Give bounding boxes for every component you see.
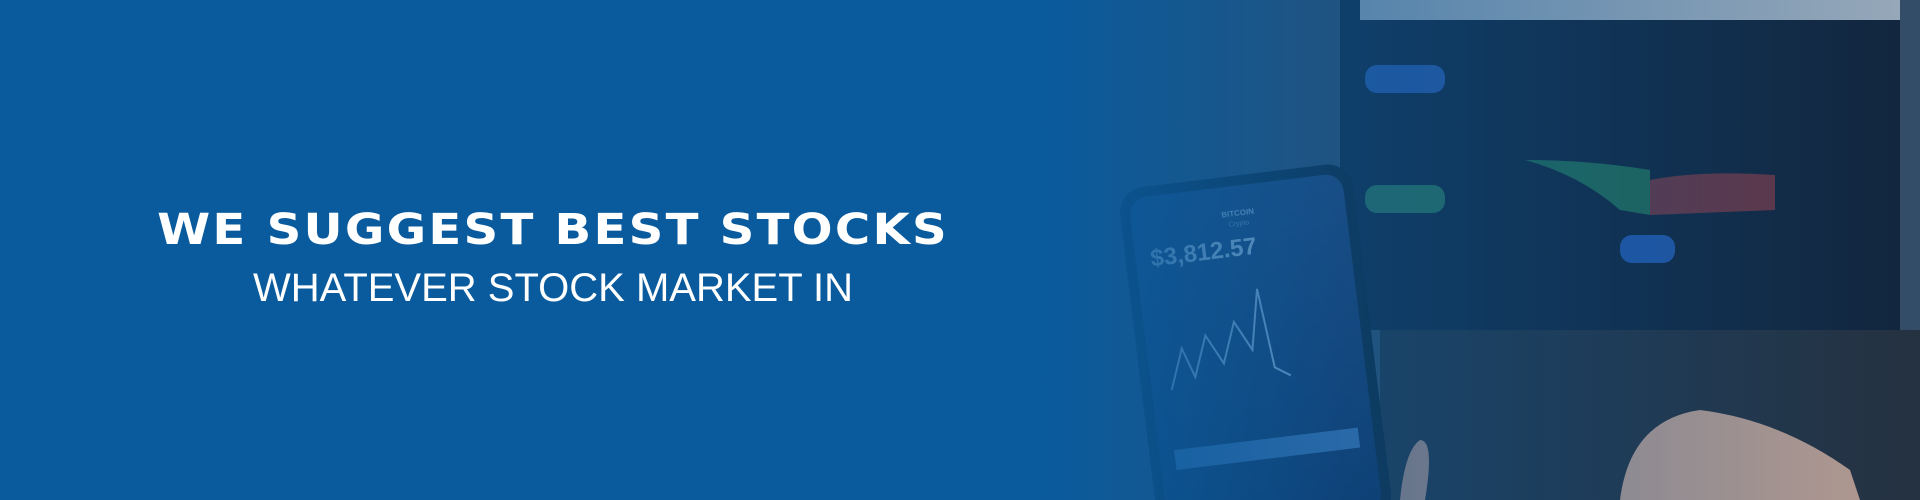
subheadline: WHATEVER STOCK MARKET IN — [252, 266, 854, 310]
headline: WE SUGGEST BEST STOCKS — [157, 205, 949, 255]
banner-text: WE SUGGEST BEST STOCKS WHATEVER STOCK MA… — [157, 205, 947, 313]
photo-overlay — [1040, 0, 1920, 500]
